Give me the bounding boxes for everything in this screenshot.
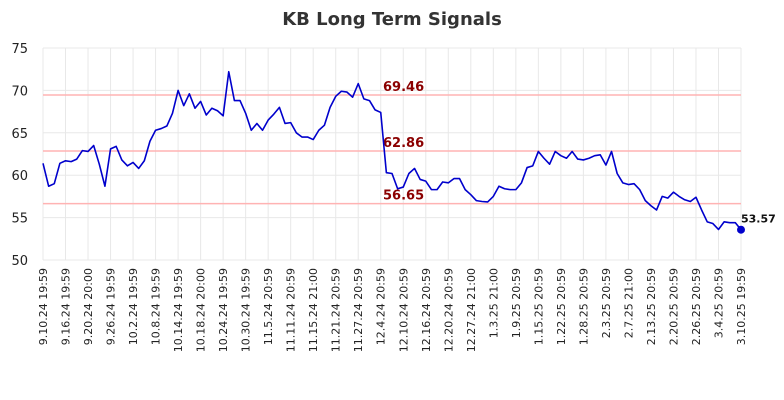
- x-tick-label: 9.10.24 19:59: [37, 268, 50, 345]
- series-line: [42, 70, 742, 231]
- x-tick-label: 1.28.25 20:59: [577, 268, 590, 345]
- x-tick-label: 11.15.24 21:00: [307, 268, 320, 352]
- x-tick-label: 2.3.25 20:59: [600, 268, 613, 338]
- x-tick-label: 10.30.24 19:59: [240, 268, 253, 352]
- x-tick-label: 11.11.24 20:59: [285, 268, 298, 352]
- x-tick-label: 2.26.25 20:59: [690, 268, 703, 345]
- x-tick-label: 10.24.24 19:59: [217, 268, 230, 352]
- x-tick-label: 3.4.25 20:59: [712, 268, 725, 338]
- x-tick-label: 1.15.25 20:59: [532, 268, 545, 345]
- signal-lines-layer: 69.46 62.86 56.65: [43, 80, 741, 205]
- x-tick-label: 10.2.24 19:59: [127, 268, 140, 345]
- x-tick-label: 2.20.25 20:59: [667, 268, 680, 345]
- x-tick-label: 11.21.24 20:59: [330, 268, 343, 352]
- y-tick-label: 70: [11, 84, 28, 99]
- x-tick-label: 1.3.25 21:00: [487, 268, 500, 338]
- signal-line-label: 56.65: [383, 189, 424, 204]
- series-layer: 53.57: [42, 70, 776, 234]
- tick-label-layer: 50 55 60 65 70 75 9.10.24 19:59 9.16.24 19:59 9.…: [11, 42, 748, 352]
- x-tick-label: 12.20.24 20:59: [442, 268, 455, 352]
- x-tick-label: 9.26.24 19:59: [105, 268, 118, 345]
- x-tick-label: 10.14.24 19:59: [172, 268, 185, 352]
- x-tick-label: 12.27.24 21:00: [465, 268, 478, 352]
- x-tick-label: 11.5.24 20:59: [262, 268, 275, 345]
- x-tick-label: 11.27.24 20:59: [352, 268, 365, 352]
- y-tick-label: 50: [11, 254, 28, 269]
- last-point-marker: [737, 225, 745, 234]
- signal-line-label: 69.46: [383, 80, 424, 95]
- x-tick-label: 2.13.25 20:59: [645, 268, 658, 345]
- y-tick-label: 60: [11, 169, 28, 184]
- x-tick-label: 12.16.24 20:59: [420, 268, 433, 352]
- x-tick-label: 9.16.24 19:59: [60, 268, 73, 345]
- x-tick-label: 9.20.24 20:00: [82, 268, 95, 345]
- y-tick-label: 65: [11, 127, 28, 142]
- x-tick-label: 2.7.25 21:00: [622, 268, 635, 338]
- x-tick-label: 1.9.25 20:59: [510, 268, 523, 338]
- x-tick-label: 10.18.24 20:00: [195, 268, 208, 352]
- y-tick-label: 75: [11, 42, 28, 57]
- chart-title: KB Long Term Signals: [282, 9, 502, 30]
- x-tick-label: 10.8.24 19:59: [150, 268, 163, 345]
- x-tick-label: 1.22.25 20:59: [555, 268, 568, 345]
- x-tick-label: 12.10.24 20:59: [397, 268, 410, 352]
- signal-line-label: 62.86: [383, 136, 424, 151]
- x-tick-label: 3.10.25 19:59: [735, 268, 748, 345]
- last-value-label: 53.57: [741, 213, 776, 226]
- x-tick-label: 12.4.24 20:59: [375, 268, 388, 345]
- y-tick-label: 55: [11, 212, 28, 227]
